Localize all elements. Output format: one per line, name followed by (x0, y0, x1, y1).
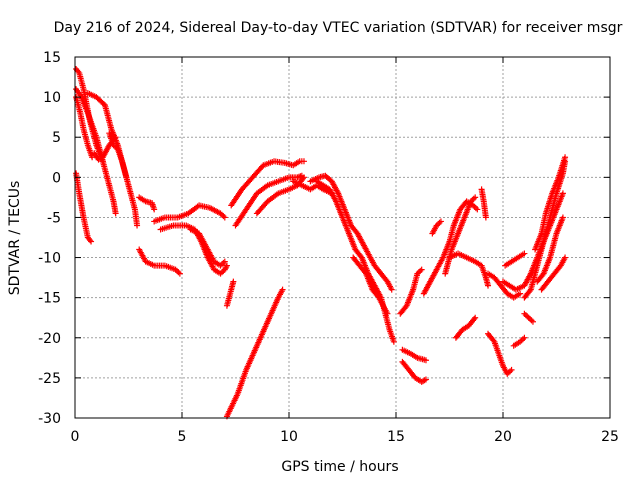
series-s15 (228, 158, 307, 209)
x-axis-label: GPS time / hours (281, 459, 398, 475)
data-point-marker (75, 68, 82, 75)
series-s16 (232, 172, 305, 229)
data-point-marker (123, 174, 130, 181)
y-tick-label: 0 (52, 170, 61, 186)
data-point-marker (562, 154, 569, 161)
series-s29 (485, 270, 524, 301)
series-s24 (397, 266, 425, 317)
data-point-marker (151, 206, 158, 213)
y-tick-label: 15 (43, 50, 61, 66)
data-point-marker (508, 366, 515, 373)
data-point-marker (388, 286, 395, 293)
y-tick-label: -15 (38, 291, 61, 307)
data-point-marker (422, 357, 429, 364)
data-point-marker (230, 278, 237, 285)
data-point-marker (559, 214, 566, 221)
series-s9 (136, 246, 183, 277)
series-s31 (485, 330, 515, 377)
series-s39 (521, 310, 536, 325)
data-point-marker (221, 214, 228, 221)
data-point-marker (112, 134, 119, 141)
x-tick-label: 0 (71, 429, 80, 445)
y-tick-label: -30 (38, 411, 61, 427)
series-s30 (452, 314, 479, 341)
series-s32 (510, 334, 528, 349)
series-s17 (253, 174, 307, 217)
data-point-marker (176, 270, 183, 277)
y-axis-label: SDTVAR / TECUs (7, 181, 23, 296)
data-point-marker (474, 206, 481, 213)
data-point-marker (221, 258, 228, 265)
data-point-marker (482, 214, 489, 221)
data-point-marker (300, 158, 307, 165)
data-point-marker (111, 135, 118, 142)
data-point-marker (112, 210, 119, 217)
data-point-marker (517, 290, 524, 297)
data-point-marker (472, 314, 479, 321)
series-s12 (187, 226, 228, 269)
data-point-marker (88, 238, 95, 245)
data-point-marker (418, 266, 425, 273)
series-s36 (534, 214, 566, 285)
y-tick-label: -5 (47, 210, 61, 226)
data-point-marker (490, 337, 497, 344)
x-tick-label: 25 (601, 429, 619, 445)
series-s2 (73, 86, 119, 217)
data-point-marker (390, 338, 397, 345)
x-tick-label: 5 (178, 429, 187, 445)
series-s6 (106, 130, 130, 181)
data-point-marker (472, 194, 479, 201)
series-s4 (73, 170, 95, 245)
series-s40 (532, 154, 569, 253)
y-tick-label: -10 (38, 251, 61, 267)
series-s7 (91, 134, 119, 163)
data-point-marker (471, 316, 478, 323)
data-point-marker (134, 222, 141, 229)
series-s10 (151, 202, 228, 225)
x-tick-label: 10 (280, 429, 298, 445)
series-s13 (223, 278, 237, 309)
data-point-marker (521, 250, 528, 257)
series-s21 (350, 254, 391, 317)
data-point-marker (223, 262, 230, 269)
data-point-marker (86, 237, 93, 244)
chart-title: Day 216 of 2024, Sidereal Day-to-day VTE… (54, 20, 623, 36)
data-point-marker (279, 286, 286, 293)
y-tick-label: 5 (52, 130, 61, 146)
series-s19 (307, 172, 395, 293)
data-point-marker (300, 174, 307, 181)
data-point-marker (384, 310, 391, 317)
x-tick-label: 20 (494, 429, 512, 445)
y-tick-label: -20 (38, 331, 61, 347)
data-point-marker (223, 263, 230, 270)
data-point-marker (422, 376, 429, 383)
series-s23 (399, 358, 429, 385)
series-s27 (429, 218, 444, 237)
data-point-marker (521, 334, 528, 341)
data-point-marker (559, 190, 566, 197)
data-point-marker (485, 282, 492, 289)
axes: 0 5 10 15 20 25 -30 -25 -20 -15 -10 -5 0 5 10 15 (38, 50, 619, 445)
series-s33 (478, 186, 489, 221)
series-s37 (538, 254, 569, 293)
series-s22 (399, 346, 429, 364)
data-point-marker (526, 287, 533, 294)
data-point-marker (562, 254, 569, 261)
series-s28 (446, 250, 492, 289)
data-point-marker (89, 154, 96, 161)
y-tick-label: -25 (38, 371, 61, 387)
series-s20 (313, 178, 397, 345)
series-s8 (136, 194, 158, 213)
data-point-marker (299, 175, 306, 182)
plot-frame (74, 56, 611, 419)
data-point-marker (437, 218, 444, 225)
x-tick-label: 15 (387, 429, 405, 445)
series-s14 (223, 286, 286, 420)
data-point-marker (529, 318, 536, 325)
series-s38 (502, 250, 528, 269)
y-tick-label: 10 (43, 90, 61, 106)
data-points (73, 66, 569, 420)
